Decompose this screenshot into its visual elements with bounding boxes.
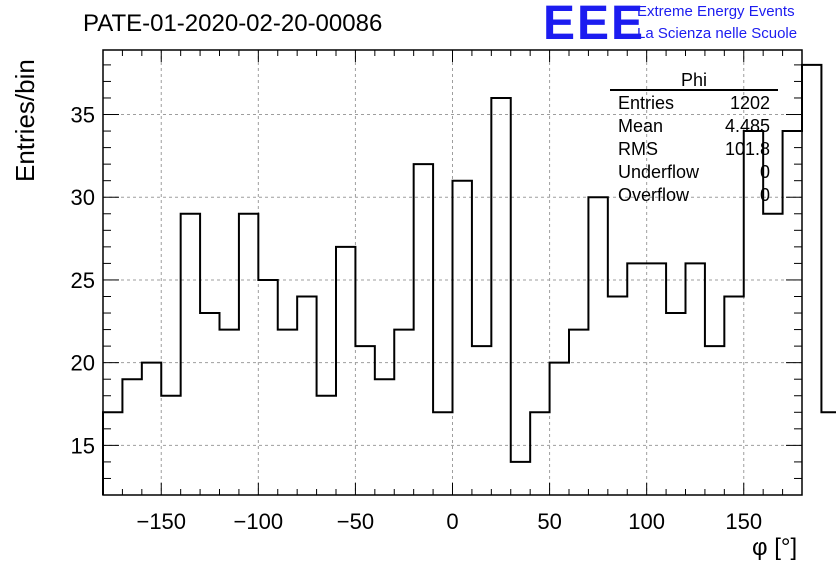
histogram-bin (821, 412, 836, 495)
histogram-bin (181, 214, 200, 495)
y-axis-label: Entries/bin (10, 59, 40, 182)
stats-key: Mean (618, 116, 664, 136)
histogram-bin (258, 280, 277, 495)
histogram-bin (530, 412, 549, 495)
stats-value: 0 (759, 162, 770, 182)
stats-value: 0 (759, 185, 770, 205)
histogram-bin (588, 197, 607, 495)
histogram-bin (802, 65, 821, 495)
stats-row-mean: Mean 4.485 (618, 116, 770, 138)
logo-line-2: La Scienza nelle Scuole (637, 25, 798, 42)
histogram-bin (297, 296, 316, 495)
x-tick-label: 150 (725, 509, 762, 534)
histogram-bin (239, 214, 258, 495)
histogram-bin (220, 330, 239, 495)
histogram-bin (336, 247, 355, 495)
x-tick-label: −50 (337, 509, 374, 534)
y-tick-label: 15 (71, 433, 95, 458)
y-tick-label: 30 (71, 185, 95, 210)
y-tick-label: 20 (71, 351, 95, 376)
x-tick-label: 50 (537, 509, 561, 534)
histogram-bin (550, 363, 569, 495)
histogram-bin (103, 412, 122, 495)
histogram-bin (375, 379, 394, 495)
histogram-bin (569, 330, 588, 495)
histogram-bin (122, 379, 141, 495)
stats-row-underflow: Underflow 0 (618, 162, 770, 184)
stats-row-entries: Entries 1202 (618, 93, 770, 115)
stats-value: 101.8 (724, 139, 770, 159)
histogram-bin (142, 363, 161, 495)
histogram-bin (394, 330, 413, 495)
histogram-bin (686, 263, 705, 495)
x-tick-label: −100 (234, 509, 284, 534)
stats-box: Phi Entries 1202 Mean 4.485 RMS 101.8 Un… (610, 67, 778, 209)
x-tick-label: −150 (136, 509, 186, 534)
histogram-bin (433, 412, 452, 495)
histogram-bin (647, 263, 666, 495)
logo-line-1: Extreme Energy Events (637, 3, 795, 20)
histogram-bin (511, 462, 530, 495)
stats-value: 1202 (729, 93, 770, 113)
stats-key: Overflow (618, 185, 690, 205)
axis-ticks (102, 50, 803, 496)
x-tick-label: 0 (446, 509, 458, 534)
x-axis-label: φ [°] (752, 534, 798, 561)
stats-row-overflow: Overflow 0 (618, 185, 770, 207)
histogram-bin (666, 313, 685, 495)
eee-logo: EEE (543, 0, 646, 50)
histogram-bin (355, 346, 374, 495)
stats-key: RMS (618, 139, 658, 159)
histogram-bin (724, 296, 743, 495)
stats-value: 4.485 (724, 116, 770, 136)
histogram-bin (278, 330, 297, 495)
stats-key: Underflow (618, 162, 700, 182)
stats-key: Entries (618, 93, 675, 113)
histogram-bin (627, 263, 646, 495)
histogram-series (102, 63, 836, 495)
histogram-bin (608, 296, 627, 495)
stats-title: Phi (680, 70, 707, 90)
histogram-step-line (102, 63, 836, 495)
histogram-bin (491, 98, 510, 495)
histogram-bin (763, 214, 782, 495)
histogram-bin (453, 181, 472, 495)
tick-labels: −150 −100 −50 0 50 100 150 15 20 25 30 35 (71, 103, 763, 534)
chart-title: PATE-01-2020-02-20-00086 (83, 10, 383, 37)
y-tick-label: 25 (71, 268, 95, 293)
stats-row-rms: RMS 101.8 (618, 139, 770, 161)
x-tick-label: 100 (628, 509, 665, 534)
stats-divider (610, 89, 778, 91)
histogram-bin (472, 346, 491, 495)
y-tick-label: 35 (71, 103, 95, 128)
histogram-bin (705, 346, 724, 495)
histogram-bin (200, 313, 219, 495)
